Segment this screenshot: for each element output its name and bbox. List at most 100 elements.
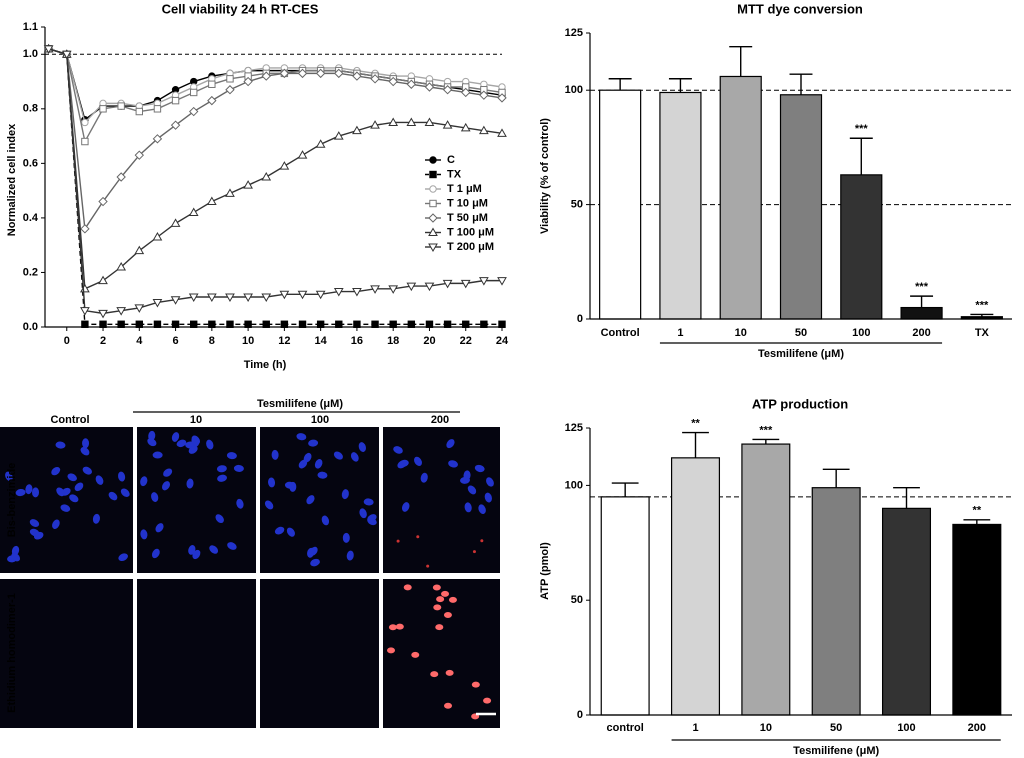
point (333, 288, 344, 297)
y-tick-label: 100 (565, 479, 583, 491)
point (243, 293, 253, 303)
nucleus (401, 502, 410, 512)
point (153, 105, 162, 113)
nucleus (296, 433, 307, 441)
micrograph-panel (0, 579, 133, 728)
x-tick-label: 10 (242, 335, 254, 347)
dead-cell (471, 681, 480, 688)
point (81, 320, 89, 328)
point (388, 117, 399, 126)
nucleus (464, 502, 472, 513)
nucleus (186, 478, 194, 489)
point (352, 71, 362, 81)
y-tick-label: 0.4 (23, 212, 39, 224)
nucleus (33, 531, 44, 540)
point (190, 88, 198, 97)
legend-label: T 1 μM (447, 183, 482, 195)
point (207, 95, 217, 106)
nucleus (463, 470, 471, 481)
nucleus (151, 548, 160, 559)
nucleus (51, 466, 61, 476)
nucleus (274, 526, 285, 535)
point (279, 161, 290, 170)
y-tick-label: 125 (565, 27, 583, 39)
x-tick-label: Control (601, 327, 640, 339)
point (261, 293, 272, 303)
bar (719, 75, 762, 320)
point (443, 320, 452, 328)
x-tick-label: control (607, 722, 644, 734)
nucleus (363, 498, 374, 506)
nucleus (69, 494, 79, 503)
nucleus (284, 481, 295, 489)
nucleus (474, 464, 485, 473)
point (135, 320, 144, 328)
nucleus (342, 532, 350, 543)
point (170, 218, 181, 227)
nucleus (209, 545, 219, 554)
point (98, 309, 108, 319)
point (442, 120, 453, 129)
column-label: 100 (311, 414, 329, 426)
point (98, 196, 108, 207)
x-tick-label: 10 (760, 722, 772, 734)
bar (952, 523, 1002, 716)
nucleus (152, 451, 163, 459)
point (497, 93, 507, 103)
point (425, 320, 434, 328)
nucleus (398, 459, 409, 467)
series-line (48, 48, 503, 144)
nucleus (321, 515, 330, 526)
nucleus (308, 439, 319, 447)
y-tick-label: 0 (577, 313, 583, 325)
nucleus (118, 471, 126, 482)
nucleus (95, 475, 104, 485)
x-tick-label: 14 (315, 335, 328, 347)
point (388, 285, 399, 294)
x-tick-label: 1 (677, 327, 683, 339)
point (206, 196, 217, 206)
nucleus (151, 492, 159, 502)
nucleus (286, 527, 295, 537)
point (428, 243, 438, 253)
point (153, 320, 162, 328)
point (371, 320, 379, 328)
dead-cell (432, 584, 441, 591)
point (152, 298, 163, 308)
nucleus (486, 477, 494, 487)
significance-label: *** (915, 281, 929, 293)
point (116, 172, 126, 182)
point (99, 105, 107, 113)
point (353, 320, 361, 328)
nucleus (227, 542, 237, 550)
point (298, 320, 307, 328)
nucleus (359, 508, 367, 519)
y-axis-label: ATP (pmol) (539, 542, 551, 600)
point (226, 75, 234, 83)
bar (600, 496, 650, 716)
point (261, 171, 272, 181)
x-tick-label: 18 (387, 335, 399, 347)
nucleus (191, 436, 200, 447)
bar (741, 443, 791, 716)
chart-title: Cell viability 24 h RT-CES (162, 1, 319, 16)
nucleus (215, 514, 224, 524)
legend-label: T 10 μM (447, 197, 488, 209)
nucleus (176, 439, 187, 448)
significance-label: *** (975, 299, 989, 311)
series-line (48, 48, 503, 290)
nucleus (307, 547, 315, 558)
nucleus (118, 553, 128, 562)
dead-cell (436, 596, 445, 603)
point (170, 296, 181, 305)
nucleus (358, 442, 366, 452)
nucleus (236, 498, 244, 509)
nucleus (484, 492, 492, 503)
point (80, 307, 90, 316)
y-tick-label: 0.2 (23, 266, 38, 278)
point (352, 288, 362, 297)
nucleus (446, 439, 455, 449)
nucleus (268, 477, 276, 488)
dead-cell (445, 669, 454, 676)
nucleus (217, 474, 227, 482)
